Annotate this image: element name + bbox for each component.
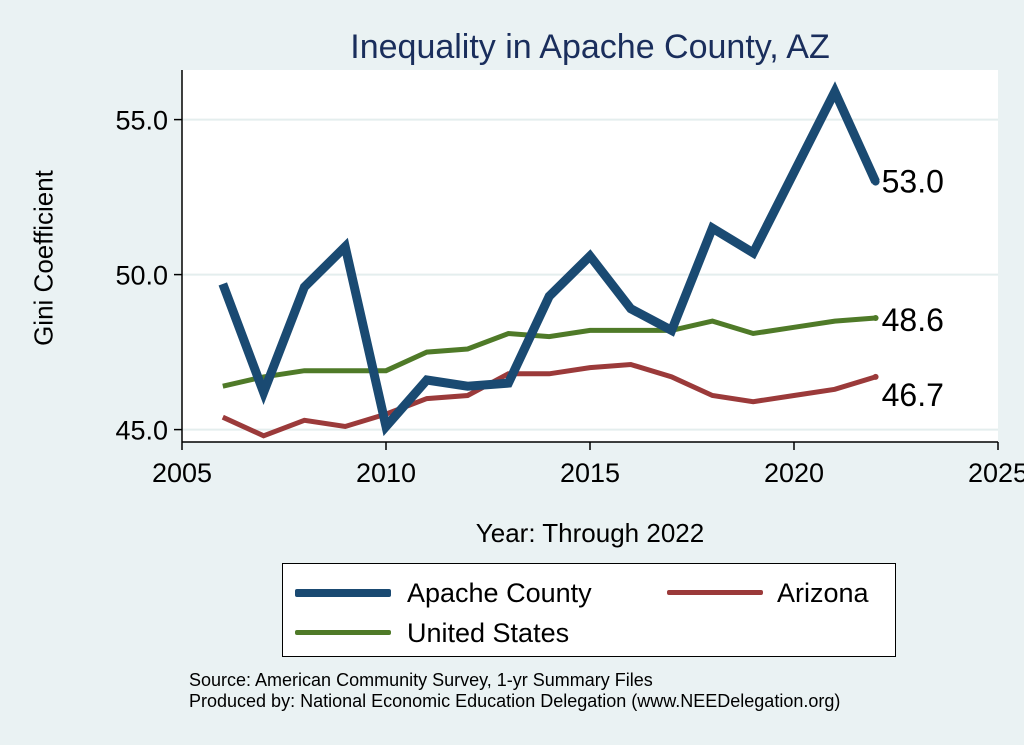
series-line-apache-county: [218, 81, 880, 437]
y-tick-label: 45.0: [115, 416, 168, 446]
x-tick-label: 2025: [968, 458, 1024, 488]
y-tick-label: 50.0: [115, 261, 168, 291]
x-tick-label: 2020: [764, 458, 824, 488]
chart-title: Inequality in Apache County, AZ: [350, 28, 830, 66]
end-point-apache-county: [871, 177, 880, 186]
legend: Apache County Arizona United States: [282, 563, 896, 657]
end-label-united-states: 48.6: [882, 302, 944, 338]
series-line-arizona: [221, 361, 877, 439]
end-label-arizona: 46.7: [882, 377, 944, 413]
producer-line: Produced by: National Economic Education…: [189, 691, 841, 711]
legend-label-arizona: Arizona: [777, 578, 869, 608]
legend-swatch-united-states: [295, 630, 391, 635]
series-line-united-states: [222, 315, 876, 389]
legend-swatch-apache-county: [295, 589, 391, 597]
y-tick-label: 55.0: [115, 106, 168, 136]
legend-label-apache-county: Apache County: [407, 578, 592, 608]
end-point-arizona: [872, 373, 879, 380]
source-note: Source: American Community Survey, 1-yr …: [189, 670, 840, 712]
end-label-apache-county: 53.0: [882, 164, 944, 200]
x-tick-label: 2010: [356, 458, 416, 488]
end-point-united-states: [872, 315, 879, 321]
y-axis-label: Gini Coefficient: [28, 170, 59, 346]
x-tick-label: 2015: [560, 458, 620, 488]
x-tick-label: 2005: [152, 458, 212, 488]
legend-swatch-arizona: [667, 590, 763, 595]
source-line: Source: American Community Survey, 1-yr …: [189, 670, 653, 690]
x-axis-label: Year: Through 2022: [475, 518, 705, 548]
legend-label-united-states: United States: [407, 618, 570, 648]
